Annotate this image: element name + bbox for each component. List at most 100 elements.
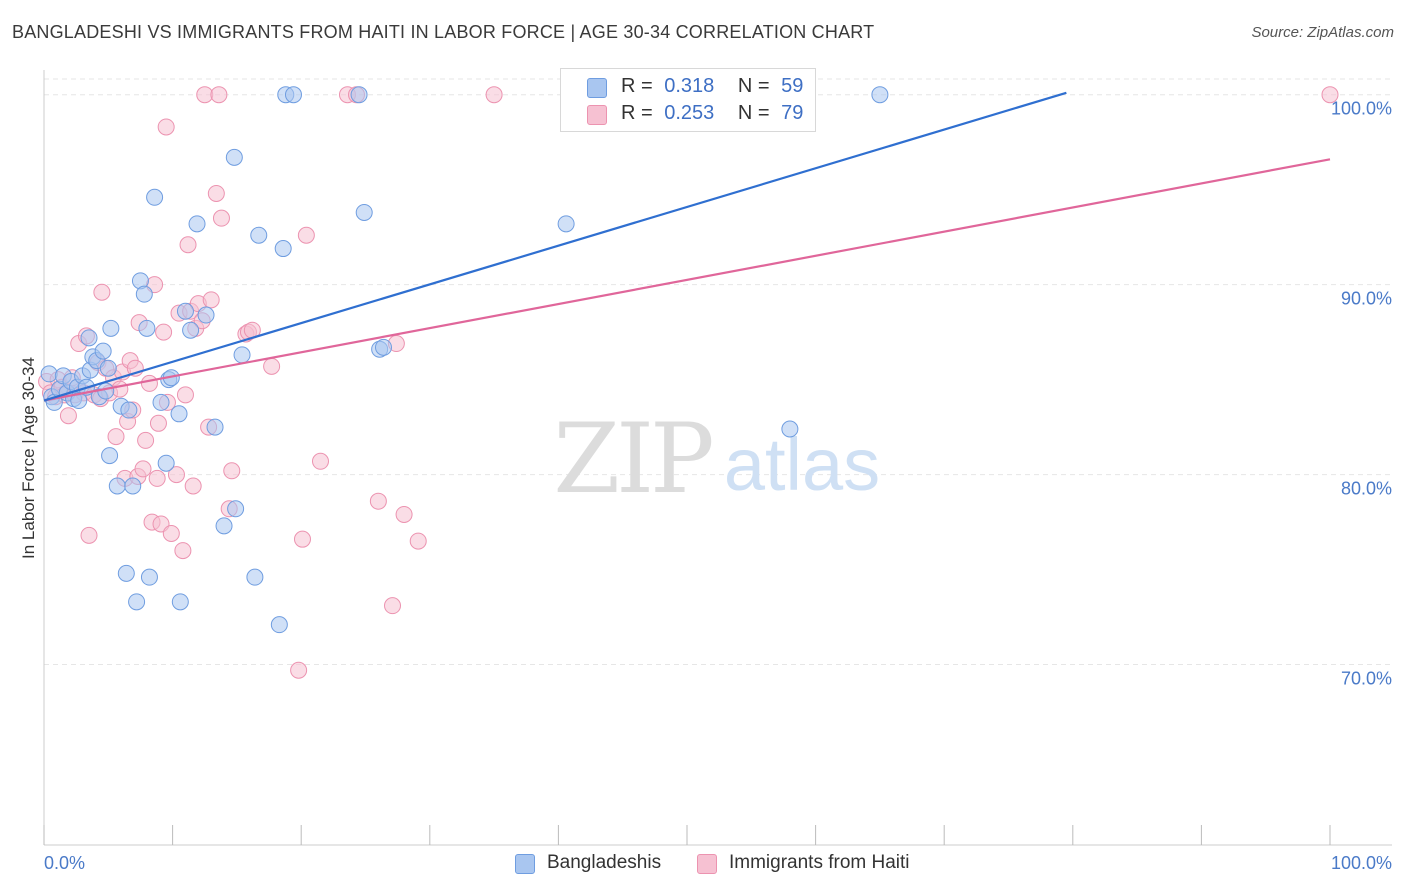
bangladeshi-point	[227, 500, 245, 518]
bangladeshi-point	[215, 517, 233, 535]
haiti-point	[311, 452, 329, 470]
haiti-point	[157, 118, 175, 136]
bangladeshi-point	[170, 405, 188, 423]
haiti-point	[80, 526, 98, 544]
haiti-point	[176, 386, 194, 404]
haiti-point	[395, 505, 413, 523]
haiti-point	[207, 184, 225, 202]
bangladeshi-point	[206, 418, 224, 436]
bangladeshi-point	[781, 420, 799, 438]
chart-title: BANGLADESHI VS IMMIGRANTS FROM HAITI IN …	[12, 22, 875, 42]
bangladeshi-point	[197, 306, 215, 324]
y-tick-label-0: 70.0%	[1341, 669, 1392, 689]
watermark-atlas: atlas	[724, 423, 880, 506]
legend-r-value-bangladeshis: 0.318	[664, 75, 715, 97]
bottom-legend-label-haiti: Immigrants from Haiti	[729, 852, 910, 873]
bangladeshi-point	[101, 447, 119, 465]
bangladeshi-point	[117, 564, 135, 582]
bangladeshi-point	[274, 240, 292, 258]
bottom-legend-label-bangladeshis: Bangladeshis	[547, 852, 662, 873]
bangladeshi-point	[246, 568, 264, 586]
bangladeshi-point	[176, 302, 194, 320]
legend-n-label: N =	[737, 75, 770, 97]
haiti-point	[202, 291, 220, 309]
trend-lines	[43, 91, 1331, 402]
haiti-point	[297, 226, 315, 244]
bangladeshi-point	[250, 226, 268, 244]
bangladeshi-point	[225, 148, 243, 166]
haiti-point	[293, 530, 311, 548]
y-tick-label-2: 90.0%	[1341, 289, 1392, 309]
bangladeshi-point	[124, 477, 142, 495]
haiti-point	[1321, 86, 1339, 104]
bangladeshi-point	[270, 616, 288, 634]
bottom-legend-swatch-bangladeshis	[515, 854, 535, 874]
correlation-legend: R = 0.318 N = 59 R = 0.253 N = 79	[560, 68, 816, 132]
haiti-point	[485, 86, 503, 104]
axes	[43, 70, 1392, 846]
haiti-point	[409, 532, 427, 550]
bangladeshi-point	[40, 365, 58, 383]
haiti-point	[107, 428, 125, 446]
bangladeshi-point	[94, 342, 112, 360]
legend-n-label: N =	[737, 102, 770, 124]
bangladeshi-point	[871, 86, 889, 104]
y-axis-label: In Labor Force | Age 30-34	[19, 357, 38, 559]
haiti-point	[140, 374, 158, 392]
bangladeshi-point	[350, 86, 368, 104]
haiti-point	[111, 380, 129, 398]
y-tick-label-3: 100.0%	[1331, 99, 1392, 119]
watermark-zip: ZIP	[553, 403, 712, 515]
bangladeshi-trend-line	[43, 91, 1067, 402]
legend-r-value-haiti: 0.253	[664, 102, 715, 124]
bangladeshi-point	[188, 215, 206, 233]
bangladeshi-point	[138, 319, 156, 337]
source-label: Source: ZipAtlas.com	[1251, 24, 1394, 41]
bangladeshi-point	[135, 285, 153, 303]
y-tick-label-1: 80.0%	[1341, 479, 1392, 499]
haiti-point	[290, 661, 308, 679]
haiti-point	[93, 283, 111, 301]
haiti-points	[38, 86, 1339, 679]
legend-swatch-haiti	[587, 105, 607, 125]
bangladeshi-point	[70, 392, 88, 410]
haiti-point	[162, 524, 180, 542]
bangladeshi-point	[146, 188, 164, 206]
haiti-point	[149, 414, 167, 432]
legend-n-value-bangladeshis: 59	[781, 75, 804, 97]
legend-r-label: R =	[621, 75, 653, 97]
haiti-point	[210, 86, 228, 104]
bangladeshi-point	[128, 593, 146, 611]
haiti-point	[179, 236, 197, 254]
legend-swatch-bangladeshis	[587, 78, 607, 98]
bangladeshi-point	[140, 568, 158, 586]
haiti-point	[223, 462, 241, 480]
bangladeshi-point	[375, 338, 393, 356]
bangladeshi-point	[284, 86, 302, 104]
haiti-point	[174, 542, 192, 560]
bangladeshi-point	[152, 393, 170, 411]
tick-labels: 70.0% 80.0% 90.0% 100.0% 0.0% 100.0%	[44, 99, 1392, 873]
haiti-trend-line	[43, 158, 1331, 402]
haiti-point	[167, 466, 185, 484]
bangladeshi-point	[233, 346, 251, 364]
legend-r-label: R =	[621, 102, 653, 124]
haiti-point	[155, 323, 173, 341]
haiti-point	[148, 469, 166, 487]
bottom-legend-swatch-haiti	[697, 854, 717, 874]
bangladeshi-point	[99, 359, 117, 377]
haiti-point	[196, 86, 214, 104]
bangladeshi-points	[40, 86, 889, 634]
bangladeshi-point	[171, 593, 189, 611]
legend-n-value-haiti: 79	[781, 102, 804, 124]
bangladeshi-point	[120, 401, 138, 419]
x-tick-label-0: 0.0%	[44, 853, 85, 873]
bangladeshi-point	[557, 215, 575, 233]
bangladeshi-point	[102, 319, 120, 337]
haiti-point	[184, 477, 202, 495]
haiti-point	[384, 597, 402, 615]
haiti-point	[137, 431, 155, 449]
bangladeshi-point	[80, 329, 98, 347]
haiti-point	[59, 407, 77, 425]
